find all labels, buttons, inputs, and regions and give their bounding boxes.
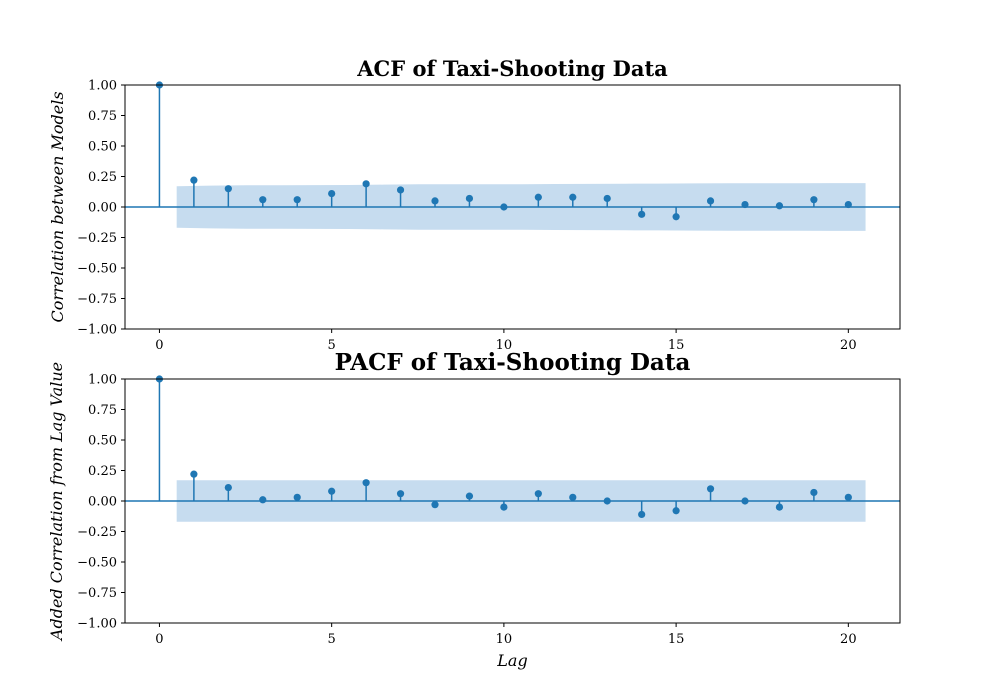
marker-lag-18 [775,503,784,511]
marker-lag-15 [672,507,680,515]
marker-lag-9 [465,194,474,203]
marker-lag-2 [224,483,232,492]
x-tick-label: 10 [496,632,513,647]
y-tick-label: 1.00 [88,79,117,94]
y-tick-label: 0.25 [88,464,117,479]
y-tick-label: 0.75 [88,403,117,418]
marker-lag-13 [603,194,611,203]
marker-lag-4 [293,196,301,204]
marker-lag-16 [706,197,715,205]
marker-lag-18 [775,202,784,210]
marker-lag-3 [259,496,267,504]
marker-lag-20 [844,493,852,501]
marker-lag-8 [431,501,439,509]
y-tick-label: −0.25 [77,525,117,540]
y-axis-label: Added Correlation from Lag Value [47,362,66,642]
marker-lag-10 [500,203,508,211]
y-tick-label: −0.25 [77,231,117,246]
marker-lag-15 [672,213,680,221]
marker-lag-17 [741,200,749,209]
y-tick-label: −1.00 [77,617,117,632]
marker-lag-8 [431,197,439,205]
marker-lag-16 [706,485,715,493]
x-tick-label: 10 [496,338,513,353]
y-tick-label: −0.50 [77,262,117,277]
marker-lag-20 [844,200,852,209]
marker-lag-11 [534,193,542,201]
x-tick-label: 15 [668,632,685,647]
y-tick-label: 0.50 [88,140,117,155]
marker-lag-13 [603,497,611,505]
y-tick-label: 0.75 [88,109,117,124]
y-tick-label: 0.50 [88,434,117,449]
pacf-chart: 0 5 10 15 20 −1.00 −0.75 −0.50 −0.25 0.00 0.25 0.50… [47,349,901,670]
marker-lag-11 [534,490,542,498]
y-tick-label: −0.75 [77,586,117,601]
x-tick-label: 15 [668,338,685,353]
x-tick-label: 20 [840,338,857,353]
marker-lag-14 [638,210,646,218]
x-tick-label: 20 [840,632,857,647]
x-tick-label: 5 [328,632,336,647]
marker-lag-7 [396,186,405,194]
x-tick-label: 0 [155,338,163,353]
marker-lag-6 [362,479,370,487]
marker-lag-19 [810,488,818,497]
y-tick-label: −0.50 [77,556,117,571]
y-tick-label: 1.00 [88,373,117,388]
marker-lag-1 [190,176,198,184]
y-tick-label: −1.00 [77,323,117,338]
marker-lag-6 [362,180,370,188]
marker-lag-19 [810,196,818,204]
marker-lag-12 [569,493,577,501]
marker-lag-10 [500,503,508,511]
marker-lag-12 [569,193,577,201]
marker-lag-7 [396,490,405,498]
marker-lag-1 [190,470,198,478]
y-tick-label: 0.00 [88,495,117,510]
chart-title: PACF of Taxi-Shooting Data [335,349,691,376]
marker-lag-14 [638,510,646,519]
marker-lag-9 [465,492,474,500]
x-tick-label: 5 [328,338,336,353]
marker-lag-3 [259,196,267,204]
marker-lag-5 [328,189,336,198]
marker-lag-2 [224,185,232,193]
marker-lag-5 [328,487,336,495]
y-tick-label: −0.75 [77,292,117,307]
chart-title: ACF of Taxi-Shooting Data [356,56,668,81]
x-axis-label: Lag [496,651,527,670]
y-tick-label: 0.00 [88,201,117,216]
y-tick-label: 0.25 [88,170,117,185]
marker-lag-4 [293,493,301,501]
marker-lag-17 [741,497,749,505]
y-axis-label: Correlation between Models [48,91,67,322]
acf-chart: 0 5 10 15 20 −1.00 −0.75 −0.50 −0.25 0.00 0.25 0.50… [48,56,901,353]
x-tick-label: 0 [155,632,163,647]
